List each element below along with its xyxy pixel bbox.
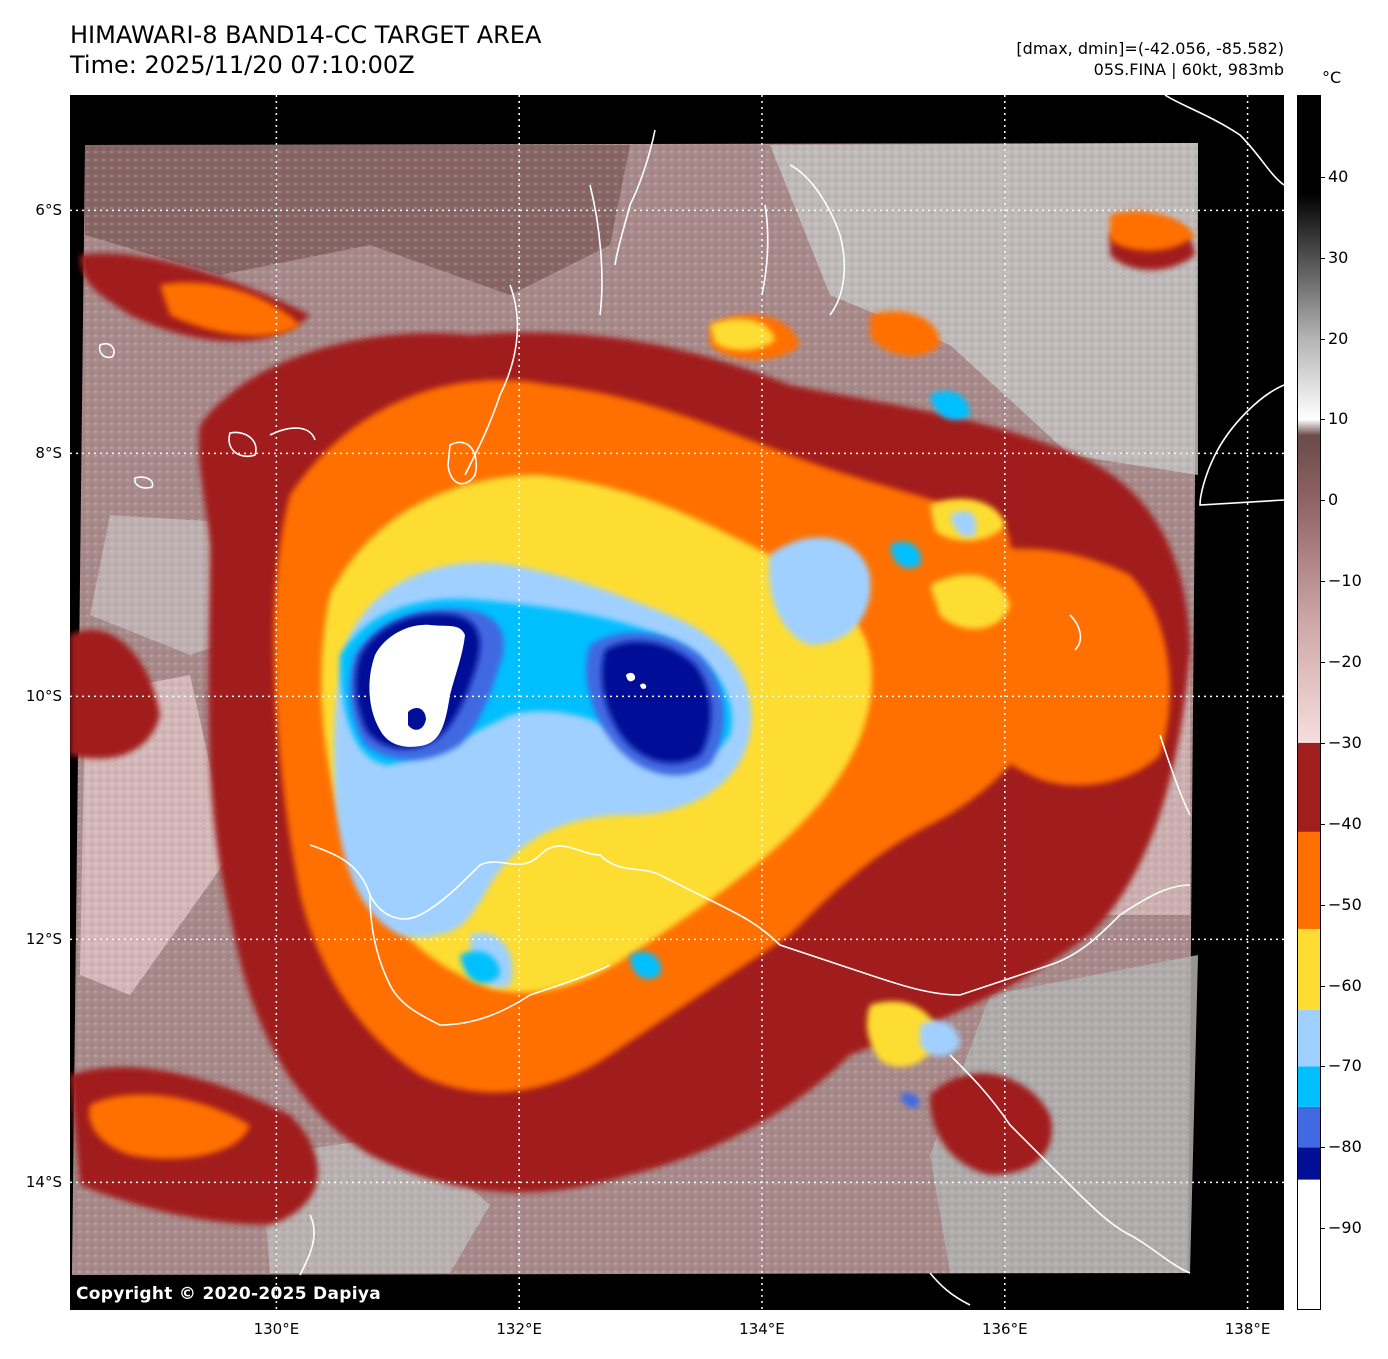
lat-label: 6°S xyxy=(35,201,62,220)
colorbar-band-1 xyxy=(1298,1147,1320,1180)
colorbar-tick xyxy=(1321,823,1325,825)
colorbar-gradient xyxy=(1298,96,1320,743)
cloud-shield xyxy=(70,211,1195,1225)
colorbar-tick xyxy=(1321,257,1325,259)
lon-label: 136°E xyxy=(981,1320,1028,1338)
colorbar-canvas xyxy=(1298,96,1320,1309)
colorbar-tick-label: 20 xyxy=(1328,328,1349,348)
coastlines xyxy=(98,95,1284,1306)
lon-label: 138°E xyxy=(1224,1320,1271,1338)
colorbar-tick xyxy=(1321,662,1325,664)
lon-label: 130°E xyxy=(253,1320,300,1338)
lon-label: 134°E xyxy=(739,1320,785,1338)
chart-title: HIMAWARI-8 BAND14-CC TARGET AREA xyxy=(70,21,542,49)
lat-label: 8°S xyxy=(35,444,62,463)
colorbar-tick xyxy=(1321,176,1325,178)
lat-label: 14°S xyxy=(25,1173,62,1192)
colorbar xyxy=(1297,95,1321,1310)
colorbar-tick xyxy=(1321,1228,1325,1230)
colorbar-band-7 xyxy=(1298,742,1320,832)
lat-label: 12°S xyxy=(25,930,62,949)
colorbar-tick-label: −30 xyxy=(1328,732,1362,752)
chart-time: Time: 2025/11/20 07:10:00Z xyxy=(70,51,415,79)
colorbar-band-0 xyxy=(1298,1179,1320,1309)
colorbar-unit: °C xyxy=(1322,68,1342,87)
title-block: HIMAWARI-8 BAND14-CC TARGET AREA Time: 2… xyxy=(70,20,541,80)
colorbar-band-6 xyxy=(1298,831,1320,929)
copyright-text: Copyright © 2020-2025 Dapiya xyxy=(76,1284,381,1304)
colorbar-tick-label: −80 xyxy=(1328,1137,1362,1157)
gridlines xyxy=(70,95,1284,1310)
colorbar-tick xyxy=(1321,904,1325,906)
colorbar-band-4 xyxy=(1298,1009,1320,1067)
colorbar-tick xyxy=(1321,1147,1325,1149)
colorbar-tick-label: −20 xyxy=(1328,652,1362,672)
lon-label: 132°E xyxy=(496,1320,542,1338)
colorbar-tick xyxy=(1321,338,1325,340)
colorbar-band-5 xyxy=(1298,928,1320,1010)
colorbar-tick xyxy=(1321,419,1325,421)
range-text: [dmax, dmin]=(-42.056, -85.582) xyxy=(1016,39,1284,58)
colorbar-tick xyxy=(1321,500,1325,502)
meta-block: [dmax, dmin]=(-42.056, -85.582) 05S.FINA… xyxy=(1016,38,1284,80)
colorbar-tick-label: −40 xyxy=(1328,813,1362,833)
storm-text: 05S.FINA | 60kt, 983mb xyxy=(1093,60,1284,79)
lat-label: 10°S xyxy=(25,687,62,706)
colorbar-tick-label: −90 xyxy=(1328,1218,1362,1238)
colorbar-tick-label: 10 xyxy=(1328,409,1349,429)
colorbar-tick xyxy=(1321,1066,1325,1068)
colorbar-tick-label: 40 xyxy=(1328,166,1349,186)
colorbar-tick-label: 30 xyxy=(1328,247,1349,267)
colorbar-tick xyxy=(1321,985,1325,987)
colorbar-band-3 xyxy=(1298,1066,1320,1107)
colorbar-band-2 xyxy=(1298,1106,1320,1148)
colorbar-tick-label: −10 xyxy=(1328,571,1362,591)
colorbar-tick-label: −60 xyxy=(1328,975,1362,995)
colorbar-tick-label: −50 xyxy=(1328,894,1362,914)
colorbar-tick-label: −70 xyxy=(1328,1056,1362,1076)
colorbar-tick xyxy=(1321,581,1325,583)
map-canvas xyxy=(70,95,1284,1310)
colorbar-tick xyxy=(1321,742,1325,744)
satellite-map: Copyright © 2020-2025 Dapiya xyxy=(70,95,1284,1310)
colorbar-tick-label: 0 xyxy=(1328,490,1339,510)
